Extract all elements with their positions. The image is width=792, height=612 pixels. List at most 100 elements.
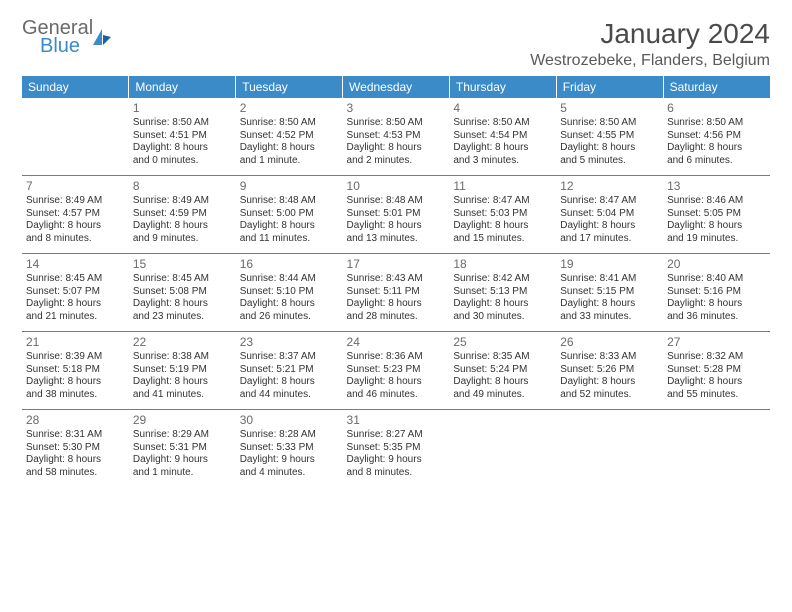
- daylight-line-1: Daylight: 8 hours: [453, 220, 552, 233]
- sunset-line: Sunset: 5:30 PM: [26, 442, 125, 455]
- sunset-line: Sunset: 4:55 PM: [560, 130, 659, 143]
- calendar-week-row: 28Sunrise: 8:31 AMSunset: 5:30 PMDayligh…: [22, 410, 770, 488]
- sunset-line: Sunset: 5:31 PM: [133, 442, 232, 455]
- day-number: 10: [347, 179, 446, 194]
- calendar-day-cell: 19Sunrise: 8:41 AMSunset: 5:15 PMDayligh…: [556, 254, 663, 332]
- sunset-line: Sunset: 4:53 PM: [347, 130, 446, 143]
- day-number: 21: [26, 335, 125, 350]
- daylight-line-1: Daylight: 8 hours: [453, 142, 552, 155]
- calendar-day-cell: 16Sunrise: 8:44 AMSunset: 5:10 PMDayligh…: [236, 254, 343, 332]
- sunrise-line: Sunrise: 8:27 AM: [347, 429, 446, 442]
- day-number: 27: [667, 335, 766, 350]
- daylight-line-2: and 49 minutes.: [453, 389, 552, 402]
- sunset-line: Sunset: 4:57 PM: [26, 208, 125, 221]
- calendar-day-cell: 17Sunrise: 8:43 AMSunset: 5:11 PMDayligh…: [343, 254, 450, 332]
- daylight-line-2: and 17 minutes.: [560, 233, 659, 246]
- day-number: 19: [560, 257, 659, 272]
- calendar-day-cell: 13Sunrise: 8:46 AMSunset: 5:05 PMDayligh…: [663, 176, 770, 254]
- day-number: 3: [347, 101, 446, 116]
- daylight-line-2: and 36 minutes.: [667, 311, 766, 324]
- daylight-line-2: and 30 minutes.: [453, 311, 552, 324]
- calendar-day-cell: 10Sunrise: 8:48 AMSunset: 5:01 PMDayligh…: [343, 176, 450, 254]
- calendar-day-cell: [663, 410, 770, 488]
- sunrise-line: Sunrise: 8:50 AM: [347, 117, 446, 130]
- day-number: 20: [667, 257, 766, 272]
- daylight-line-2: and 21 minutes.: [26, 311, 125, 324]
- weekday-header: Sunday: [22, 76, 129, 98]
- daylight-line-1: Daylight: 8 hours: [26, 376, 125, 389]
- sunrise-line: Sunrise: 8:28 AM: [240, 429, 339, 442]
- weekday-header: Saturday: [663, 76, 770, 98]
- sunrise-line: Sunrise: 8:50 AM: [133, 117, 232, 130]
- sunrise-line: Sunrise: 8:43 AM: [347, 273, 446, 286]
- sunset-line: Sunset: 5:23 PM: [347, 364, 446, 377]
- sunset-line: Sunset: 4:52 PM: [240, 130, 339, 143]
- month-title: January 2024: [530, 18, 770, 50]
- calendar-day-cell: 4Sunrise: 8:50 AMSunset: 4:54 PMDaylight…: [449, 98, 556, 176]
- daylight-line-1: Daylight: 8 hours: [347, 142, 446, 155]
- calendar-day-cell: 2Sunrise: 8:50 AMSunset: 4:52 PMDaylight…: [236, 98, 343, 176]
- sunrise-line: Sunrise: 8:35 AM: [453, 351, 552, 364]
- sunset-line: Sunset: 5:01 PM: [347, 208, 446, 221]
- sunrise-line: Sunrise: 8:44 AM: [240, 273, 339, 286]
- daylight-line-2: and 1 minute.: [240, 155, 339, 168]
- daylight-line-1: Daylight: 8 hours: [133, 376, 232, 389]
- daylight-line-1: Daylight: 8 hours: [560, 298, 659, 311]
- daylight-line-2: and 0 minutes.: [133, 155, 232, 168]
- day-number: 28: [26, 413, 125, 428]
- sunrise-line: Sunrise: 8:37 AM: [240, 351, 339, 364]
- daylight-line-2: and 19 minutes.: [667, 233, 766, 246]
- sunrise-line: Sunrise: 8:41 AM: [560, 273, 659, 286]
- logo: General Blue: [22, 18, 113, 56]
- daylight-line-1: Daylight: 8 hours: [133, 298, 232, 311]
- calendar-day-cell: [449, 410, 556, 488]
- sunrise-line: Sunrise: 8:39 AM: [26, 351, 125, 364]
- calendar-day-cell: 21Sunrise: 8:39 AMSunset: 5:18 PMDayligh…: [22, 332, 129, 410]
- sunrise-line: Sunrise: 8:48 AM: [347, 195, 446, 208]
- sunset-line: Sunset: 5:00 PM: [240, 208, 339, 221]
- day-number: 16: [240, 257, 339, 272]
- weekday-header: Thursday: [449, 76, 556, 98]
- sunrise-line: Sunrise: 8:49 AM: [133, 195, 232, 208]
- sunset-line: Sunset: 4:51 PM: [133, 130, 232, 143]
- daylight-line-1: Daylight: 8 hours: [26, 298, 125, 311]
- daylight-line-1: Daylight: 8 hours: [347, 220, 446, 233]
- calendar-table: SundayMondayTuesdayWednesdayThursdayFrid…: [22, 76, 770, 487]
- calendar-day-cell: 8Sunrise: 8:49 AMSunset: 4:59 PMDaylight…: [129, 176, 236, 254]
- weekday-header: Friday: [556, 76, 663, 98]
- sunset-line: Sunset: 5:08 PM: [133, 286, 232, 299]
- location-subtitle: Westrozebeke, Flanders, Belgium: [530, 52, 770, 70]
- sunset-line: Sunset: 5:19 PM: [133, 364, 232, 377]
- calendar-day-cell: 29Sunrise: 8:29 AMSunset: 5:31 PMDayligh…: [129, 410, 236, 488]
- logo-line2: Blue: [40, 36, 93, 56]
- logo-text-stack: General Blue: [22, 18, 93, 56]
- day-number: 5: [560, 101, 659, 116]
- day-number: 24: [347, 335, 446, 350]
- daylight-line-2: and 58 minutes.: [26, 467, 125, 480]
- weekday-header-row: SundayMondayTuesdayWednesdayThursdayFrid…: [22, 76, 770, 98]
- daylight-line-1: Daylight: 8 hours: [453, 376, 552, 389]
- day-number: 26: [560, 335, 659, 350]
- daylight-line-2: and 26 minutes.: [240, 311, 339, 324]
- header-bar: General Blue January 2024 Westrozebeke, …: [22, 18, 770, 70]
- calendar-day-cell: 12Sunrise: 8:47 AMSunset: 5:04 PMDayligh…: [556, 176, 663, 254]
- calendar-day-cell: 3Sunrise: 8:50 AMSunset: 4:53 PMDaylight…: [343, 98, 450, 176]
- calendar-day-cell: 9Sunrise: 8:48 AMSunset: 5:00 PMDaylight…: [236, 176, 343, 254]
- sunrise-line: Sunrise: 8:38 AM: [133, 351, 232, 364]
- day-number: 18: [453, 257, 552, 272]
- sunset-line: Sunset: 5:28 PM: [667, 364, 766, 377]
- day-number: 25: [453, 335, 552, 350]
- title-block: January 2024 Westrozebeke, Flanders, Bel…: [530, 18, 770, 70]
- calendar-day-cell: 28Sunrise: 8:31 AMSunset: 5:30 PMDayligh…: [22, 410, 129, 488]
- sunset-line: Sunset: 5:07 PM: [26, 286, 125, 299]
- daylight-line-2: and 9 minutes.: [133, 233, 232, 246]
- daylight-line-2: and 33 minutes.: [560, 311, 659, 324]
- weekday-header: Tuesday: [236, 76, 343, 98]
- daylight-line-2: and 55 minutes.: [667, 389, 766, 402]
- daylight-line-2: and 46 minutes.: [347, 389, 446, 402]
- daylight-line-1: Daylight: 8 hours: [347, 298, 446, 311]
- daylight-line-2: and 28 minutes.: [347, 311, 446, 324]
- sunset-line: Sunset: 5:26 PM: [560, 364, 659, 377]
- calendar-day-cell: 6Sunrise: 8:50 AMSunset: 4:56 PMDaylight…: [663, 98, 770, 176]
- daylight-line-2: and 3 minutes.: [453, 155, 552, 168]
